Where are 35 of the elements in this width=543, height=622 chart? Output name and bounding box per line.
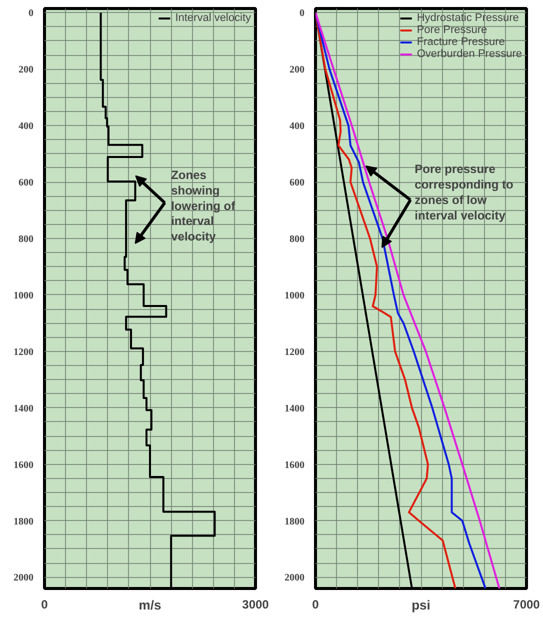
- x-tick-label: 0: [312, 598, 320, 612]
- y-tick-label: 800: [290, 234, 304, 246]
- y-tick-label: 1000: [14, 290, 34, 302]
- y-tick-label: 400: [290, 121, 304, 132]
- y-tick-label: 1600: [14, 460, 34, 471]
- x-axis-title: m/s: [138, 598, 162, 612]
- annotation: Pore pressure corresponding to zones of low interval velocity: [414, 162, 514, 222]
- x-tick-label: 3000: [242, 598, 270, 612]
- y-tick-label: 1200: [14, 346, 34, 358]
- legend-label: Overburden Pressure: [416, 48, 522, 60]
- legend-label: Fracture Pressure: [416, 36, 505, 48]
- y-tick-label: 1200: [284, 346, 304, 358]
- y-tick-label: 2000: [284, 572, 304, 584]
- y-tick-label: 1400: [284, 403, 304, 414]
- y-tick-label: 2000: [14, 572, 34, 584]
- y-tick-label: 600: [290, 178, 304, 189]
- y-tick-label: 600: [18, 178, 34, 189]
- legend-label: Pore Pressure: [416, 24, 488, 36]
- legend-label: Hydrostatic Pressure: [416, 12, 519, 24]
- x-tick-label: 7000: [513, 598, 540, 612]
- y-tick-label: 800: [18, 234, 34, 246]
- annotation: Zones showing lowering of interval velocity: [171, 168, 236, 244]
- y-tick-label: 1000: [284, 290, 304, 302]
- y-tick-label: 200: [290, 64, 304, 76]
- x-tick-label: 0: [41, 598, 48, 612]
- y-tick-label: 400: [18, 121, 34, 132]
- y-tick-label: 1800: [284, 516, 304, 528]
- y-tick-label: 0: [300, 8, 304, 20]
- y-tick-label: 1400: [14, 403, 34, 414]
- y-tick-label: 1600: [284, 460, 304, 471]
- y-tick-label: 1800: [14, 516, 34, 528]
- legend-label: Interval velocity: [175, 12, 251, 24]
- y-tick-label: 0: [28, 8, 34, 20]
- x-axis-title: psi: [412, 598, 430, 612]
- y-tick-label: 200: [18, 64, 34, 76]
